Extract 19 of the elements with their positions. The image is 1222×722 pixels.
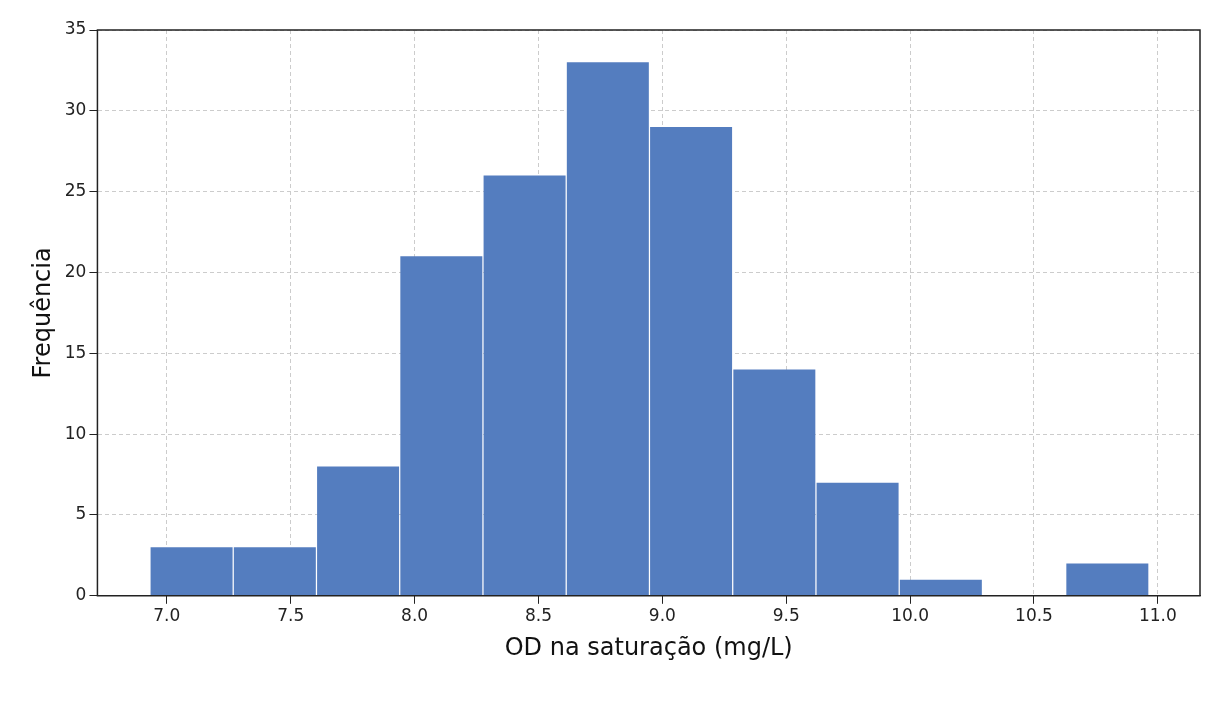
x-tick-label: 8.0 xyxy=(401,605,429,626)
x-tick-label: 9.5 xyxy=(772,605,800,626)
x-tick-label: 11.0 xyxy=(1138,605,1177,626)
y-tick-label: 15 xyxy=(64,341,87,362)
y-tick-label: 25 xyxy=(64,180,87,201)
x-tick-label: 10.5 xyxy=(1015,605,1053,626)
y-axis-title: Frequência xyxy=(27,247,56,379)
x-tick-label: 9.0 xyxy=(648,605,676,626)
x-tick-label: 7.5 xyxy=(277,605,305,626)
x-tick-label: 7.0 xyxy=(153,605,181,626)
y-tick-label: 20 xyxy=(64,260,87,281)
x-axis-title: OD na saturação (mg/L) xyxy=(504,632,793,661)
x-tick-label: 8.5 xyxy=(524,605,552,626)
y-tick-label: 5 xyxy=(75,503,87,524)
y-tick-label: 0 xyxy=(75,584,87,605)
y-tick-label: 35 xyxy=(64,18,87,39)
y-tick-label: 10 xyxy=(64,422,87,443)
y-tick-label: 30 xyxy=(64,99,87,120)
x-tick-label: 10.0 xyxy=(891,605,930,626)
